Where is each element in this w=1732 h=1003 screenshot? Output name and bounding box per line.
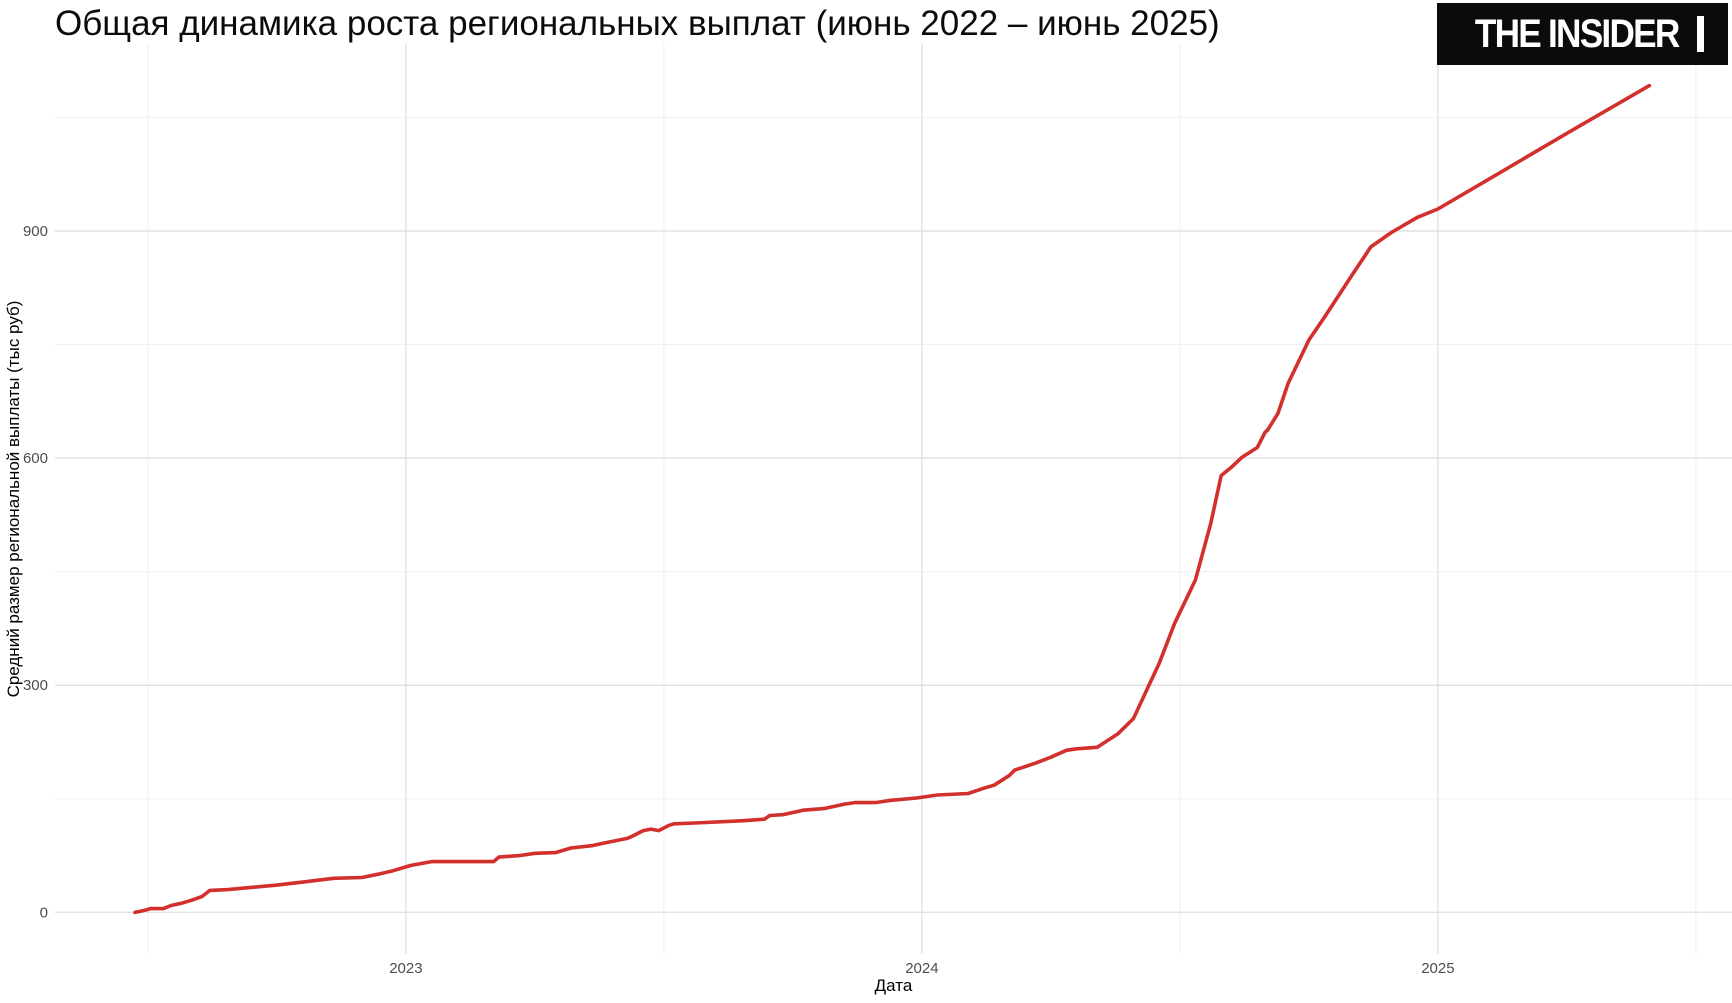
x-tick-label: 2024 (905, 960, 938, 977)
the-insider-logo: THE INSIDER (1437, 3, 1728, 65)
y-tick-label: 0 (40, 904, 48, 921)
logo-text: THE INSIDER (1475, 11, 1680, 56)
y-axis-title: Средний размер региональной выплаты (тыс… (4, 301, 23, 698)
payments-trend-line (133, 83, 1652, 915)
y-tick-label: 300 (23, 677, 48, 694)
logo-cursor-bar (1696, 16, 1704, 52)
x-tick-label: 2025 (1421, 960, 1454, 977)
x-axis-title: Дата (875, 976, 913, 995)
page-title: Общая динамика роста региональных выплат… (55, 4, 1220, 43)
x-tick-label: 2023 (389, 960, 422, 977)
y-tick-label: 600 (23, 450, 48, 467)
y-tick-label: 900 (23, 223, 48, 240)
